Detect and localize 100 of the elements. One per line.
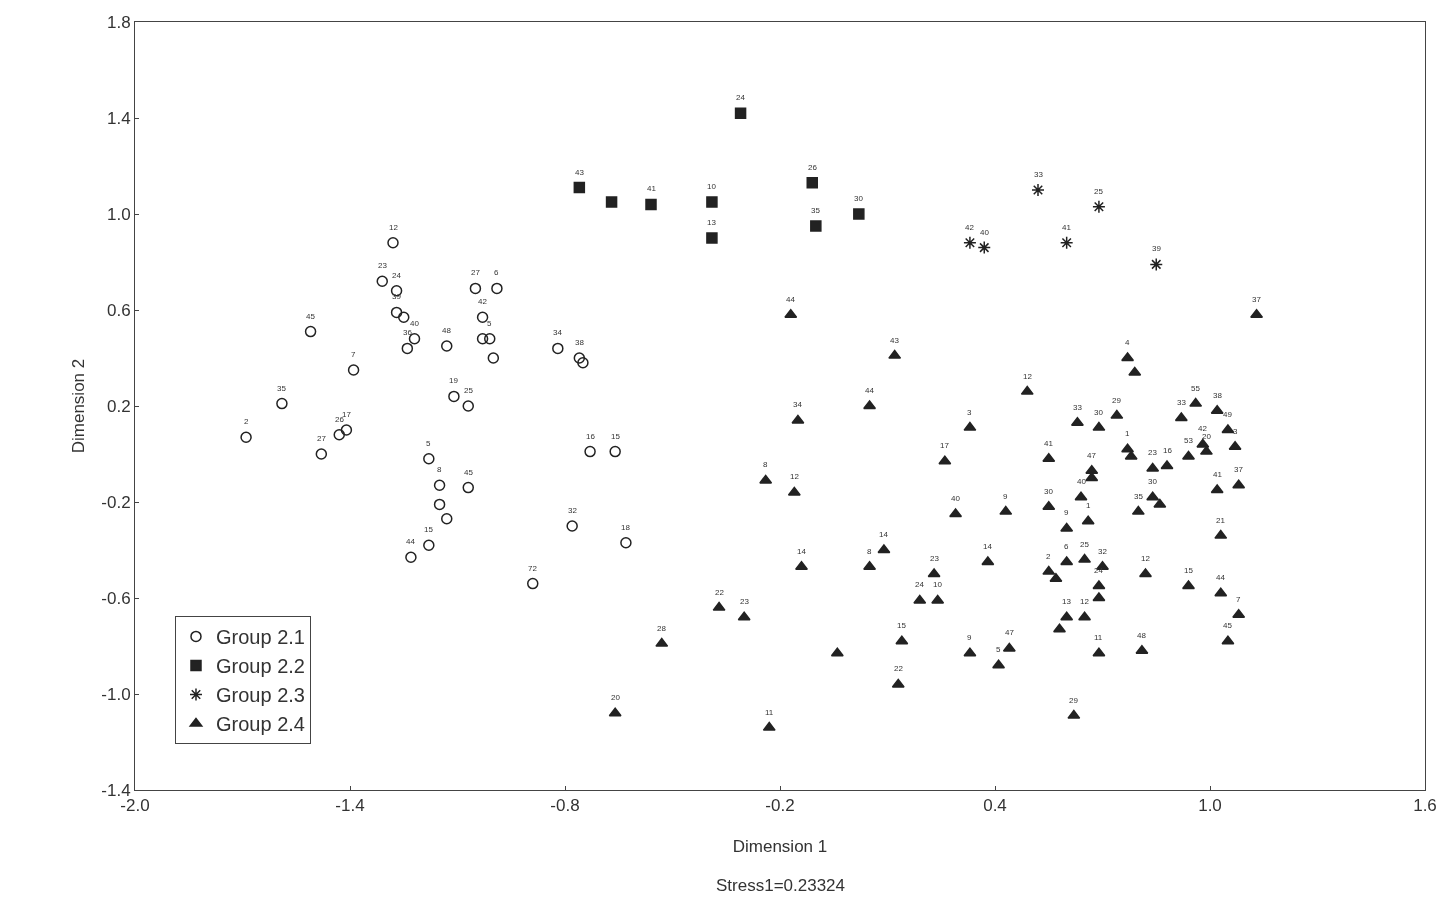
annotation: 42 — [1198, 424, 1208, 433]
annotation: 2 — [244, 417, 249, 426]
annotation: 37 — [1234, 465, 1244, 474]
point — [1031, 183, 1045, 197]
annotation: 5 — [426, 439, 431, 448]
legend-label: Group 2.1 — [215, 626, 305, 649]
annotation: 7 — [351, 350, 356, 359]
annotation: 48 — [1137, 631, 1147, 640]
annotation: 4 — [1125, 338, 1130, 347]
annotation: 30 — [1094, 408, 1104, 417]
point — [423, 539, 435, 551]
annotation: 44 — [1216, 573, 1226, 582]
annotation: 43 — [890, 336, 900, 345]
annotation: 1 — [1086, 501, 1091, 510]
annotation: 47 — [1005, 628, 1015, 637]
annotation: 33 — [1034, 170, 1044, 179]
annotation: 1 — [1125, 429, 1130, 438]
annotation: 40 — [951, 494, 961, 503]
point — [487, 352, 500, 364]
annotation: 27 — [471, 268, 481, 277]
legend-label: Group 2.4 — [215, 713, 305, 736]
annotation: 11 — [765, 708, 774, 717]
y-tick-label: 1.8 — [106, 12, 131, 32]
legend-label: Group 2.2 — [215, 655, 305, 678]
x-tick-label: 0.4 — [983, 796, 1007, 816]
legend-label: Group 2.3 — [215, 684, 305, 707]
annotation: 13 — [707, 218, 717, 227]
point — [387, 237, 399, 249]
x-tick-label: 1.6 — [1413, 796, 1437, 816]
annotation: 18 — [621, 523, 631, 532]
annotation: 15 — [611, 432, 621, 441]
annotation: 30 — [1044, 487, 1054, 496]
annotation: 32 — [568, 506, 578, 515]
annotation: 25 — [1080, 540, 1090, 549]
annotation: 14 — [797, 547, 807, 556]
point — [566, 520, 578, 532]
point — [462, 481, 474, 494]
annotation: 13 — [1062, 597, 1072, 606]
annotation: 5 — [996, 645, 1001, 654]
annotation: 42 — [965, 223, 975, 232]
point — [527, 577, 539, 590]
annotation: 41 — [1062, 223, 1072, 232]
annotation: 40 — [1077, 477, 1087, 486]
annotation: 22 — [894, 664, 904, 673]
annotation: 38 — [575, 338, 585, 347]
point — [853, 208, 865, 220]
annotation: 49 — [1223, 410, 1233, 419]
point — [734, 107, 747, 119]
annotation: 12 — [1023, 372, 1033, 381]
point — [340, 424, 353, 436]
annotation: 9 — [1003, 492, 1008, 501]
annotation: 35 — [277, 384, 287, 393]
x-tick-label: -0.8 — [550, 796, 580, 816]
annotation: 23 — [930, 554, 940, 563]
point — [376, 275, 388, 287]
point — [304, 325, 317, 338]
annotation: 33 — [1177, 398, 1187, 407]
annotation: 14 — [879, 530, 889, 539]
annotation: 40 — [980, 228, 990, 237]
point — [333, 429, 345, 441]
point — [408, 333, 421, 345]
point — [584, 445, 596, 458]
annotation: 35 — [1134, 492, 1144, 501]
x-tick-label: -0.2 — [765, 796, 795, 816]
annotation: 16 — [1163, 446, 1173, 455]
annotation: 41 — [647, 184, 657, 193]
point — [806, 177, 818, 189]
annotation: 3 — [967, 408, 972, 417]
annotation: 9 — [967, 633, 972, 642]
annotation: 8 — [867, 547, 872, 556]
annotation: 6 — [494, 268, 499, 277]
annotation: 44 — [865, 386, 875, 395]
point — [390, 306, 403, 319]
point — [401, 342, 414, 355]
x-axis-title: Dimension 1 — [732, 836, 828, 856]
annotation: 36 — [403, 328, 413, 337]
point — [573, 352, 586, 364]
annotation: 45 — [306, 312, 316, 321]
point — [433, 498, 446, 511]
point — [1092, 200, 1106, 214]
annotation: 34 — [553, 328, 563, 337]
point — [315, 448, 328, 460]
point — [577, 357, 589, 369]
annotation: 53 — [1184, 436, 1194, 445]
annotation: 40 — [410, 319, 420, 328]
y-tick-label: 0.2 — [106, 396, 131, 416]
annotation: 2 — [1046, 552, 1051, 561]
annotation: 23 — [1148, 448, 1158, 457]
annotation: 15 — [424, 525, 434, 534]
annotation: 15 — [897, 621, 907, 630]
annotation: 43 — [575, 168, 585, 177]
annotation: 41 — [1213, 470, 1223, 479]
annotation: 14 — [983, 542, 993, 551]
annotation: 44 — [786, 295, 796, 304]
annotation: 38 — [1213, 391, 1223, 400]
y-tick-label: 1.4 — [106, 108, 131, 128]
annotation: 11 — [1094, 633, 1103, 642]
annotation: 30 — [854, 194, 864, 203]
annotation: 24 — [392, 271, 402, 280]
point — [441, 340, 453, 352]
